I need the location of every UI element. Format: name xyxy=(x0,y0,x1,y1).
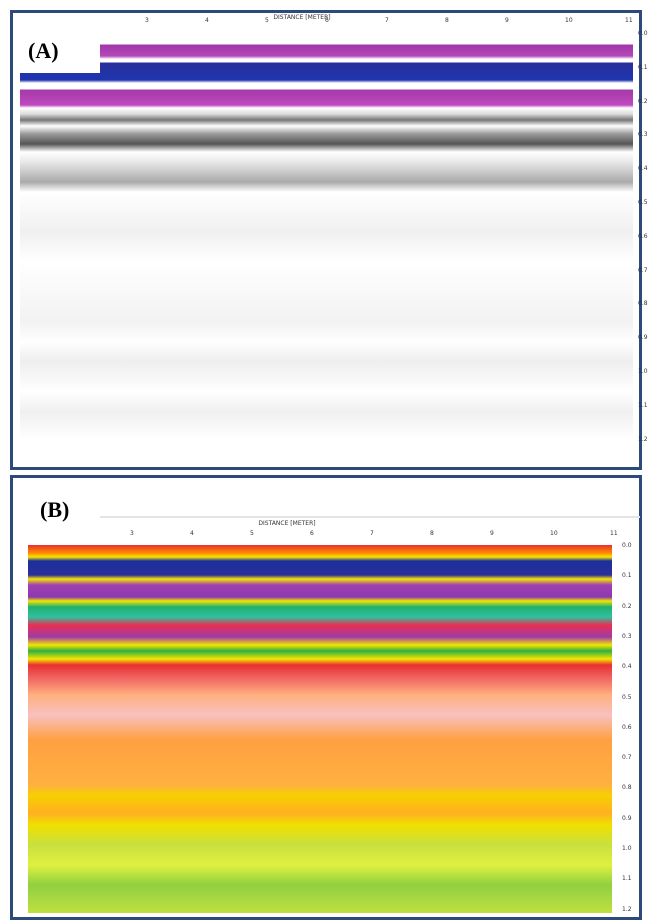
y-tick-label: 0.4 xyxy=(638,165,648,173)
y-tick-label: 0.7 xyxy=(638,266,648,274)
y-tick-label: 0.4 xyxy=(622,663,632,671)
radargram-a xyxy=(20,32,633,440)
x-tick-label: 5 xyxy=(265,17,269,24)
y-tick-label: 0.0 xyxy=(622,542,632,549)
y-tick-label: 0.0 xyxy=(638,30,648,37)
panel-a-frame xyxy=(10,10,642,470)
y-tick-label: 0.3 xyxy=(638,131,648,139)
x-tick-label: 4 xyxy=(205,17,209,24)
y-tick-label: 0.2 xyxy=(622,602,632,610)
x-tick-label: 7 xyxy=(385,17,389,24)
y-tick-label: 1.2 xyxy=(638,435,648,443)
radargram-b xyxy=(28,545,612,913)
x-tick-label: 7 xyxy=(370,530,374,537)
y-tick-label: 0.3 xyxy=(622,632,632,640)
x-tick-label: 3 xyxy=(145,17,149,24)
panel-label: (A) xyxy=(20,32,100,73)
x-tick-label: 4 xyxy=(190,530,194,537)
x-tick-label: 8 xyxy=(445,17,449,24)
y-tick-label: 1.1 xyxy=(622,875,632,883)
x-tick-label: 6 xyxy=(325,17,329,24)
y-tick-label: 1.1 xyxy=(638,401,648,409)
x-tick-label: 9 xyxy=(490,530,494,537)
x-tick-label: 8 xyxy=(430,530,434,537)
y-tick-label: 0.8 xyxy=(638,300,648,308)
y-tick-label: 0.8 xyxy=(622,784,632,792)
x-axis-title: DISTANCE [METER] xyxy=(273,14,331,21)
rule xyxy=(100,516,640,518)
y-tick-label: 0.1 xyxy=(638,63,648,71)
y-tick-label: 1.0 xyxy=(622,845,632,852)
y-tick-label: 1.2 xyxy=(622,905,632,913)
x-tick-label: 3 xyxy=(130,530,134,537)
x-tick-label: 9 xyxy=(505,17,509,24)
x-tick-label: 6 xyxy=(310,530,314,537)
y-tick-label: 0.6 xyxy=(622,723,632,731)
x-axis-title: DISTANCE [METER] xyxy=(258,520,316,527)
y-tick-label: 0.5 xyxy=(638,199,648,206)
x-tick-label: 11 xyxy=(625,17,633,24)
y-tick-label: 0.9 xyxy=(622,814,632,822)
y-tick-label: 0.6 xyxy=(638,232,648,240)
panel-label: (B) xyxy=(40,497,70,522)
y-tick-label: 1.0 xyxy=(638,368,648,375)
x-tick-label: 10 xyxy=(550,530,558,537)
x-tick-label: 11 xyxy=(610,530,618,537)
x-tick-label: 10 xyxy=(565,17,573,24)
y-tick-label: 0.9 xyxy=(638,334,648,342)
x-tick-label: 5 xyxy=(250,530,254,537)
y-tick-label: 0.1 xyxy=(622,572,632,580)
y-tick-label: 0.2 xyxy=(638,97,648,105)
y-tick-label: 0.7 xyxy=(622,754,632,762)
y-tick-label: 0.5 xyxy=(622,693,632,701)
